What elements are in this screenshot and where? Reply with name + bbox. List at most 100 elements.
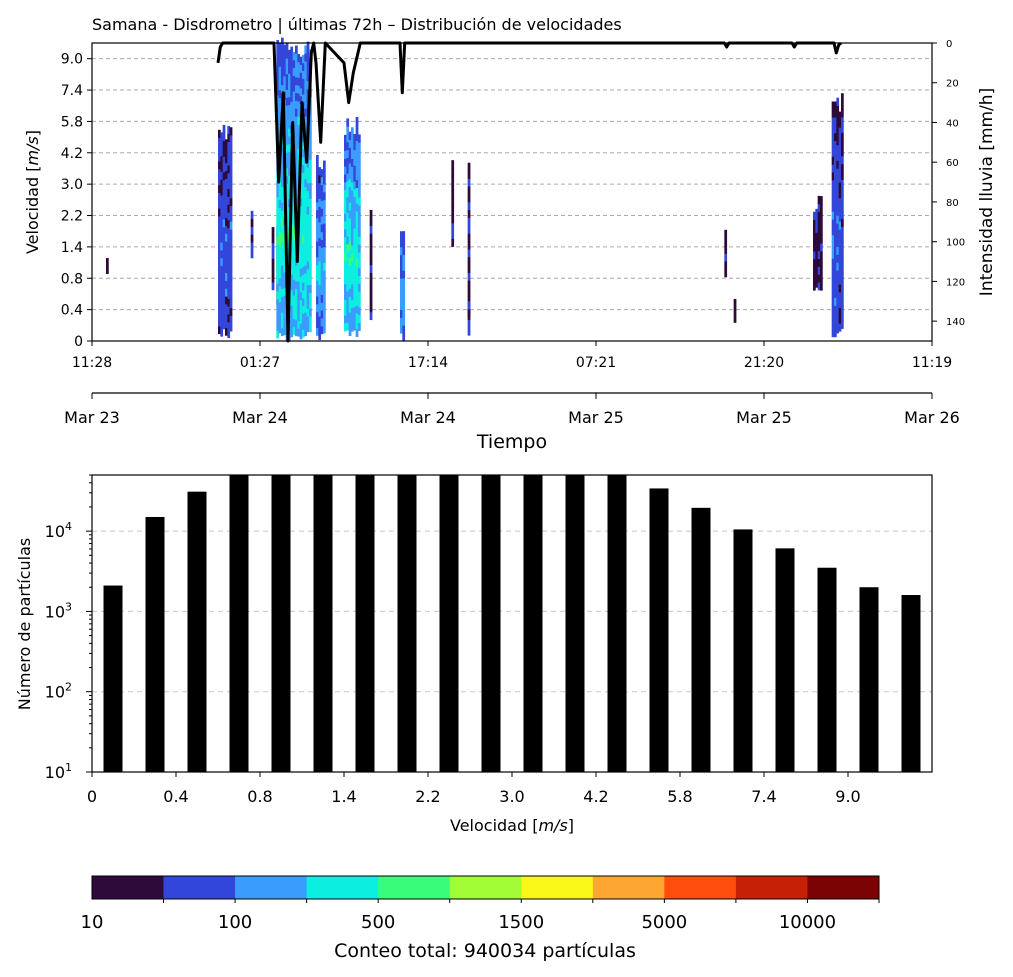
heatmap-cell bbox=[283, 279, 287, 289]
histogram-bar bbox=[775, 548, 795, 772]
heatmap-cell bbox=[306, 88, 310, 97]
heatmap-cell bbox=[467, 241, 471, 250]
heatmap-cell bbox=[250, 218, 254, 227]
heatmap-cell bbox=[369, 288, 373, 297]
heatmap-cell bbox=[344, 197, 347, 206]
heatmap-cell bbox=[836, 129, 840, 138]
heatmap-cell bbox=[218, 169, 221, 178]
heatmap-cell bbox=[220, 202, 224, 212]
heatmap-cell bbox=[227, 267, 231, 276]
heatmap-cell bbox=[724, 229, 728, 239]
heatmap-cell bbox=[346, 251, 350, 260]
heatmap-cell bbox=[271, 227, 275, 236]
heatmap-cell bbox=[344, 299, 347, 308]
heatmap-cell bbox=[348, 233, 352, 242]
heatmap-cell bbox=[304, 116, 308, 125]
heatmap-cell bbox=[222, 273, 226, 283]
heatmap-cell bbox=[820, 219, 823, 228]
heatmap-cell bbox=[295, 280, 298, 290]
heatmap-cell bbox=[323, 254, 326, 263]
heatmap-cell bbox=[225, 202, 228, 211]
heatmap-cell bbox=[346, 290, 350, 300]
heatmap-cell bbox=[281, 45, 284, 54]
heatmap-cell bbox=[285, 183, 289, 192]
heatmap-cell bbox=[229, 315, 233, 324]
heatmap-cell bbox=[295, 272, 298, 282]
heatmap-cell bbox=[306, 174, 310, 184]
velocity-tick-label: 9.0 bbox=[61, 52, 83, 68]
heatmap-cell bbox=[813, 243, 816, 252]
heatmap-cell bbox=[344, 174, 347, 183]
heatmap-cell bbox=[344, 276, 347, 285]
heatmap-cell bbox=[831, 211, 835, 220]
heatmap-cell bbox=[297, 148, 301, 157]
heatmap-cell bbox=[836, 231, 840, 240]
heatmap-cell bbox=[295, 92, 298, 101]
heatmap-cell bbox=[299, 252, 303, 261]
heatmap-cell bbox=[834, 140, 837, 149]
heatmap-cell bbox=[348, 218, 352, 227]
heatmap-cell bbox=[283, 44, 287, 53]
heatmap-cell bbox=[467, 248, 471, 258]
heatmap-cell bbox=[346, 149, 350, 159]
heatmap-cell bbox=[353, 181, 357, 190]
heatmap-cell bbox=[358, 283, 361, 292]
heatmap-cell bbox=[841, 273, 844, 282]
heatmap-cell bbox=[841, 281, 844, 290]
heatmap-cell bbox=[836, 121, 840, 130]
colorbar-cell bbox=[306, 876, 379, 899]
heatmap-cell bbox=[834, 187, 837, 197]
heatmap-cell bbox=[309, 206, 312, 215]
heatmap-cell bbox=[358, 150, 361, 159]
heatmap-cell bbox=[841, 312, 844, 322]
heatmap-cell bbox=[323, 184, 326, 193]
heatmap-cell bbox=[309, 268, 312, 278]
heatmap-cell bbox=[351, 268, 354, 277]
heatmap-cell bbox=[351, 182, 354, 191]
heatmap-cell bbox=[218, 231, 221, 240]
heatmap-cell bbox=[355, 242, 359, 251]
heatmap-cell bbox=[320, 216, 324, 225]
heatmap-cell bbox=[353, 165, 357, 174]
heatmap-cell bbox=[299, 182, 303, 191]
heatmap-cell bbox=[323, 199, 326, 208]
heatmap-cell bbox=[817, 203, 821, 212]
heatmap-cell bbox=[304, 194, 308, 203]
heatmap-cell bbox=[295, 61, 298, 70]
heatmap-cell bbox=[820, 196, 823, 205]
heatmap-cell bbox=[225, 319, 228, 328]
heatmap-cell bbox=[288, 167, 291, 176]
heatmap-cell bbox=[355, 132, 359, 141]
heatmap-cell bbox=[318, 324, 322, 333]
heatmap-cell bbox=[225, 178, 228, 187]
heatmap-cell bbox=[271, 242, 275, 251]
heatmap-cell bbox=[299, 268, 303, 277]
heatmap-cell bbox=[220, 328, 224, 337]
heatmap-cell bbox=[316, 186, 319, 195]
heatmap-cell bbox=[281, 194, 284, 203]
heatmap-cell bbox=[831, 250, 835, 259]
heatmap-cell bbox=[813, 219, 816, 228]
heatmap-cell bbox=[306, 57, 310, 66]
heatmap-cell bbox=[724, 269, 728, 278]
heatmap-cell bbox=[836, 317, 840, 326]
heatmap-cell bbox=[220, 273, 224, 282]
heatmap-cell bbox=[820, 243, 823, 252]
colorbar-cell bbox=[521, 876, 594, 899]
heatmap-cell bbox=[297, 312, 301, 321]
heatmap-cell bbox=[351, 150, 354, 160]
colorbar-tick-label: 100 bbox=[218, 912, 252, 933]
heatmap-cell bbox=[281, 163, 284, 172]
heatmap-cell bbox=[834, 281, 837, 291]
heatmap-cell bbox=[348, 202, 352, 211]
time-ticks: 11:28 01:27 17:14 07:21 21:20 11:19 bbox=[72, 341, 952, 371]
heatmap-cell bbox=[278, 105, 282, 114]
heatmap-cell bbox=[353, 306, 357, 315]
heatmap-cell bbox=[344, 205, 347, 214]
velocity-tick-label: 0.4 bbox=[61, 303, 83, 319]
heatmap-cell bbox=[304, 202, 308, 211]
heatmap-cell bbox=[836, 191, 840, 201]
heatmap-cell bbox=[320, 318, 324, 327]
heatmap-cell bbox=[222, 140, 226, 149]
heatmap-cell bbox=[346, 188, 350, 198]
